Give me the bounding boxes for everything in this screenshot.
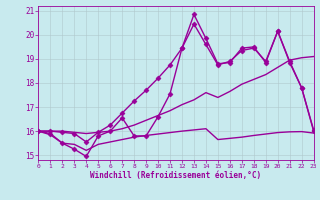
X-axis label: Windchill (Refroidissement éolien,°C): Windchill (Refroidissement éolien,°C) <box>91 171 261 180</box>
